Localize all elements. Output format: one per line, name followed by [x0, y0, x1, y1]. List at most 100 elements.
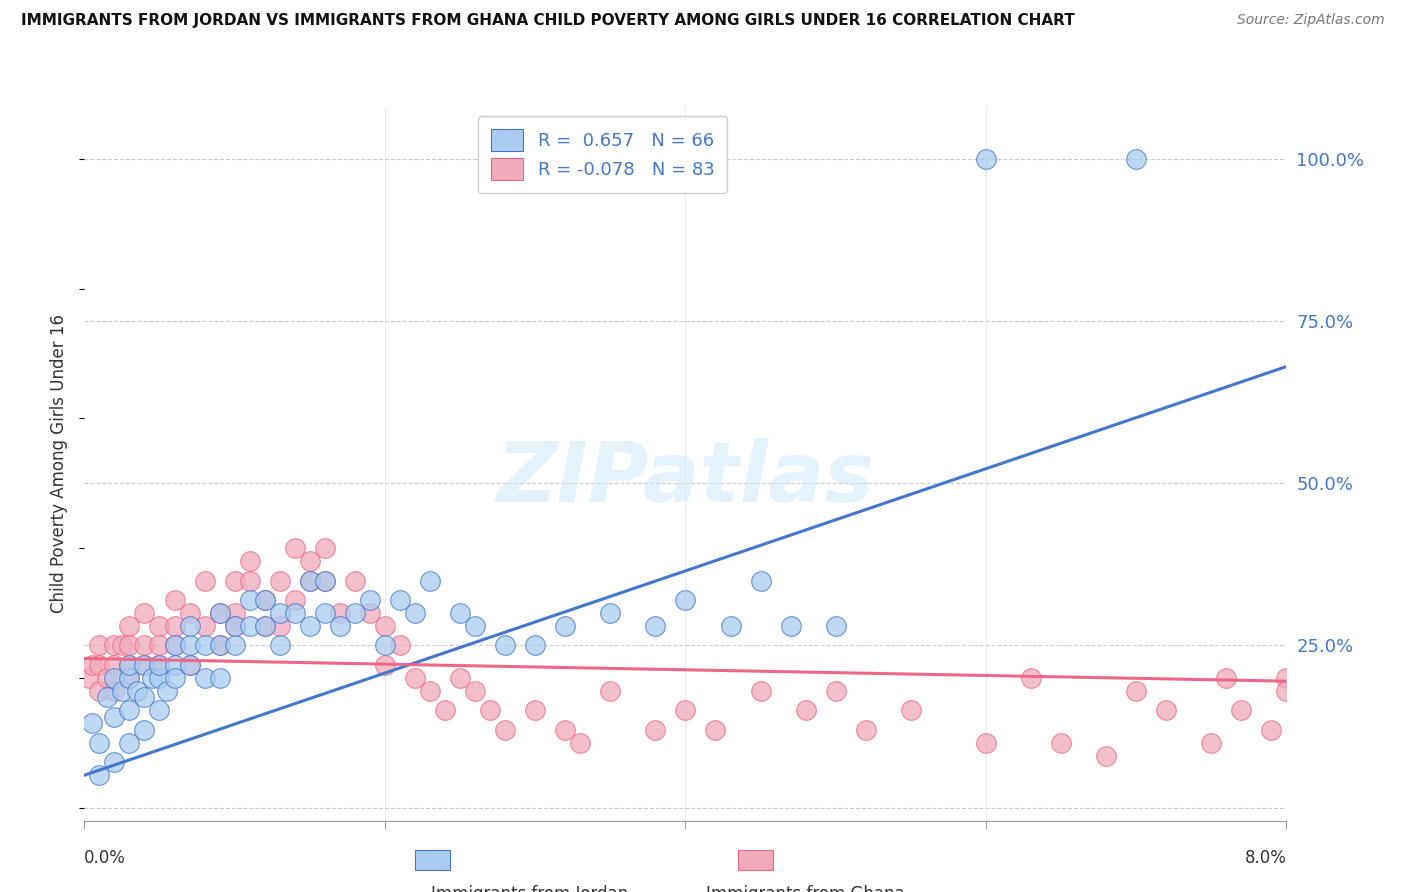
Point	[1125, 152, 1147, 166]
Point	[89, 684, 111, 698]
Text: Immigrants from Jordan: Immigrants from Jordan	[430, 885, 627, 892]
Point	[359, 593, 381, 607]
Point	[148, 657, 170, 672]
Point	[1019, 671, 1042, 685]
Point	[239, 619, 262, 633]
Point	[253, 619, 276, 633]
Point	[434, 703, 457, 717]
Point	[134, 657, 156, 672]
Point	[118, 657, 141, 672]
Point	[224, 606, 246, 620]
Text: Source: ZipAtlas.com: Source: ZipAtlas.com	[1237, 13, 1385, 28]
Point	[163, 657, 186, 672]
Point	[111, 639, 134, 653]
Text: ZIPatlas: ZIPatlas	[496, 438, 875, 518]
Point	[118, 736, 141, 750]
Point	[96, 690, 118, 705]
Point	[749, 574, 772, 588]
Point	[284, 541, 307, 556]
Text: Immigrants from Ghana: Immigrants from Ghana	[706, 885, 905, 892]
Point	[298, 619, 321, 633]
Text: IMMIGRANTS FROM JORDAN VS IMMIGRANTS FROM GHANA CHILD POVERTY AMONG GIRLS UNDER : IMMIGRANTS FROM JORDAN VS IMMIGRANTS FRO…	[21, 13, 1074, 29]
Point	[419, 574, 441, 588]
Point	[80, 716, 103, 731]
Point	[524, 703, 547, 717]
Point	[404, 671, 426, 685]
Point	[118, 639, 141, 653]
Point	[148, 703, 170, 717]
Point	[269, 574, 291, 588]
Point	[179, 619, 201, 633]
Text: 0.0%: 0.0%	[84, 849, 127, 867]
Point	[208, 639, 231, 653]
Point	[89, 657, 111, 672]
Point	[208, 671, 231, 685]
Point	[224, 574, 246, 588]
Point	[125, 684, 148, 698]
Point	[388, 639, 411, 653]
Point	[974, 152, 997, 166]
Point	[148, 657, 170, 672]
Point	[298, 574, 321, 588]
Point	[103, 639, 125, 653]
Point	[554, 723, 576, 737]
Point	[118, 619, 141, 633]
Point	[163, 671, 186, 685]
Point	[118, 703, 141, 717]
Point	[329, 619, 352, 633]
Point	[118, 671, 141, 685]
Point	[194, 619, 217, 633]
Point	[314, 541, 336, 556]
Point	[163, 619, 186, 633]
Point	[118, 657, 141, 672]
Point	[179, 606, 201, 620]
Point	[419, 684, 441, 698]
Point	[194, 639, 217, 653]
Point	[134, 606, 156, 620]
Point	[224, 639, 246, 653]
Point	[118, 671, 141, 685]
Point	[1230, 703, 1253, 717]
Point	[343, 606, 366, 620]
Point	[824, 619, 846, 633]
Point	[554, 619, 576, 633]
Point	[148, 619, 170, 633]
Point	[103, 657, 125, 672]
Point	[298, 574, 321, 588]
Point	[103, 671, 125, 685]
Point	[134, 657, 156, 672]
Point	[704, 723, 727, 737]
Point	[675, 703, 697, 717]
Point	[239, 593, 262, 607]
Point	[179, 657, 201, 672]
Point	[314, 574, 336, 588]
Point	[284, 593, 307, 607]
Point	[179, 657, 201, 672]
Point	[464, 684, 486, 698]
Point	[103, 710, 125, 724]
Point	[141, 671, 163, 685]
Point	[1125, 684, 1147, 698]
Point	[388, 593, 411, 607]
Point	[89, 736, 111, 750]
Point	[1156, 703, 1178, 717]
Point	[284, 606, 307, 620]
Point	[1275, 684, 1298, 698]
Point	[494, 723, 516, 737]
Point	[720, 619, 742, 633]
Point	[148, 671, 170, 685]
Point	[314, 574, 336, 588]
Point	[449, 606, 471, 620]
Point	[374, 657, 396, 672]
Point	[824, 684, 846, 698]
Point	[224, 619, 246, 633]
Point	[1201, 736, 1223, 750]
Point	[134, 723, 156, 737]
Point	[179, 639, 201, 653]
Point	[134, 690, 156, 705]
Point	[749, 684, 772, 698]
Point	[224, 619, 246, 633]
Legend: R =  0.657   N = 66, R = -0.078   N = 83: R = 0.657 N = 66, R = -0.078 N = 83	[478, 116, 727, 193]
Point	[111, 684, 134, 698]
Point	[900, 703, 922, 717]
